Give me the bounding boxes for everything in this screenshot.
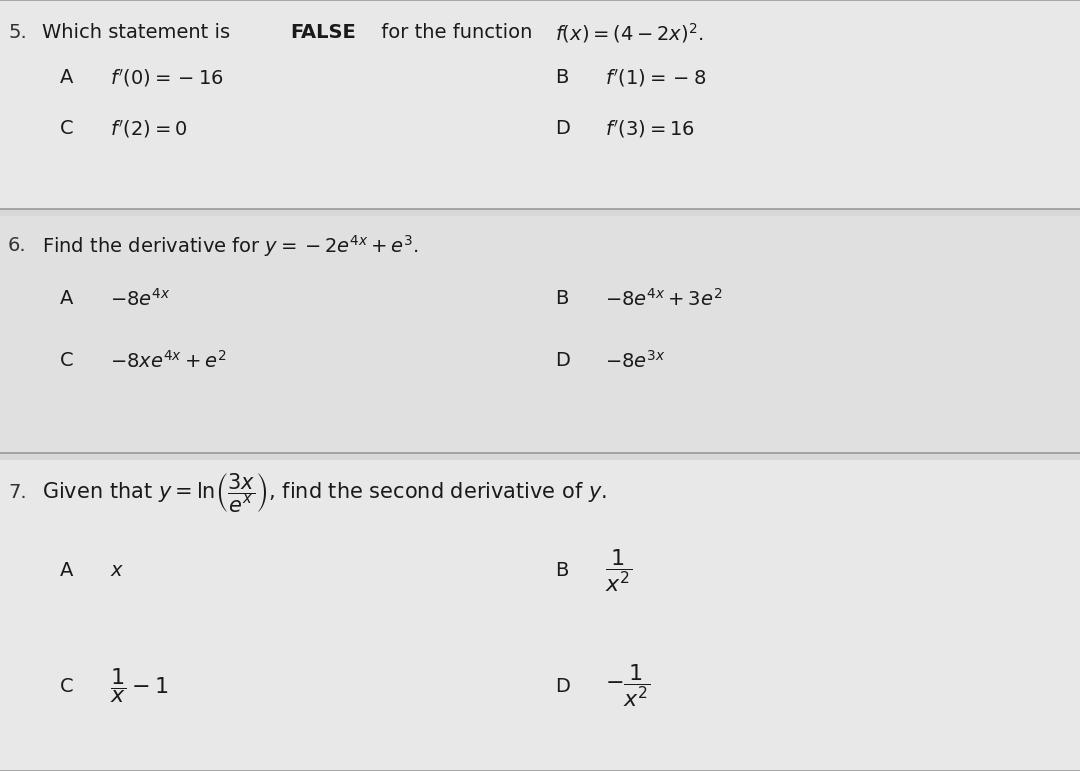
Text: C: C [60, 352, 73, 371]
Text: $-8xe^{4x}+e^{2}$: $-8xe^{4x}+e^{2}$ [110, 350, 227, 372]
Text: $f(x)=(4-2x)^{2}.$: $f(x)=(4-2x)^{2}.$ [555, 21, 703, 45]
Bar [0, 216, 1080, 453]
Text: D: D [555, 676, 570, 695]
Text: A: A [60, 561, 73, 581]
Text: Given that $y=\ln\!\left(\dfrac{3x}{e^{x}}\right)$, find the second derivative o: Given that $y=\ln\!\left(\dfrac{3x}{e^{x… [42, 471, 607, 515]
Text: 7.: 7. [8, 483, 27, 503]
Bar [0, 0, 1080, 209]
Text: C: C [60, 676, 73, 695]
Text: $f'(2)=0$: $f'(2)=0$ [110, 118, 187, 140]
Text: $\dfrac{1}{x^{2}}$: $\dfrac{1}{x^{2}}$ [605, 547, 632, 594]
Text: for the function: for the function [375, 23, 545, 42]
Bar [0, 460, 1080, 771]
Text: D: D [555, 120, 570, 139]
Text: A: A [60, 69, 73, 87]
Text: Find the derivative for $y=-2e^{4x}+e^{3}.$: Find the derivative for $y=-2e^{4x}+e^{3… [42, 233, 419, 259]
Text: 6.: 6. [8, 237, 27, 255]
Text: A: A [60, 289, 73, 308]
Text: 5.: 5. [8, 23, 27, 42]
Text: $f'(1)=-8$: $f'(1)=-8$ [605, 67, 706, 89]
Text: $-8e^{4x}+3e^{2}$: $-8e^{4x}+3e^{2}$ [605, 288, 723, 310]
Text: FALSE: FALSE [291, 23, 355, 42]
Text: B: B [555, 289, 568, 308]
Text: $f'(3)=16$: $f'(3)=16$ [605, 118, 694, 140]
Text: $x$: $x$ [110, 561, 124, 581]
Text: $\dfrac{1}{x}-1$: $\dfrac{1}{x}-1$ [110, 666, 168, 705]
Text: C: C [60, 120, 73, 139]
Text: D: D [555, 352, 570, 371]
Text: $-8e^{3x}$: $-8e^{3x}$ [605, 350, 665, 372]
Text: $-8e^{4x}$: $-8e^{4x}$ [110, 288, 171, 310]
Text: $f'(0)=-16$: $f'(0)=-16$ [110, 67, 224, 89]
Text: $-\dfrac{1}{x^{2}}$: $-\dfrac{1}{x^{2}}$ [605, 663, 650, 709]
Text: Which statement is: Which statement is [42, 23, 237, 42]
Text: B: B [555, 561, 568, 581]
Text: B: B [555, 69, 568, 87]
